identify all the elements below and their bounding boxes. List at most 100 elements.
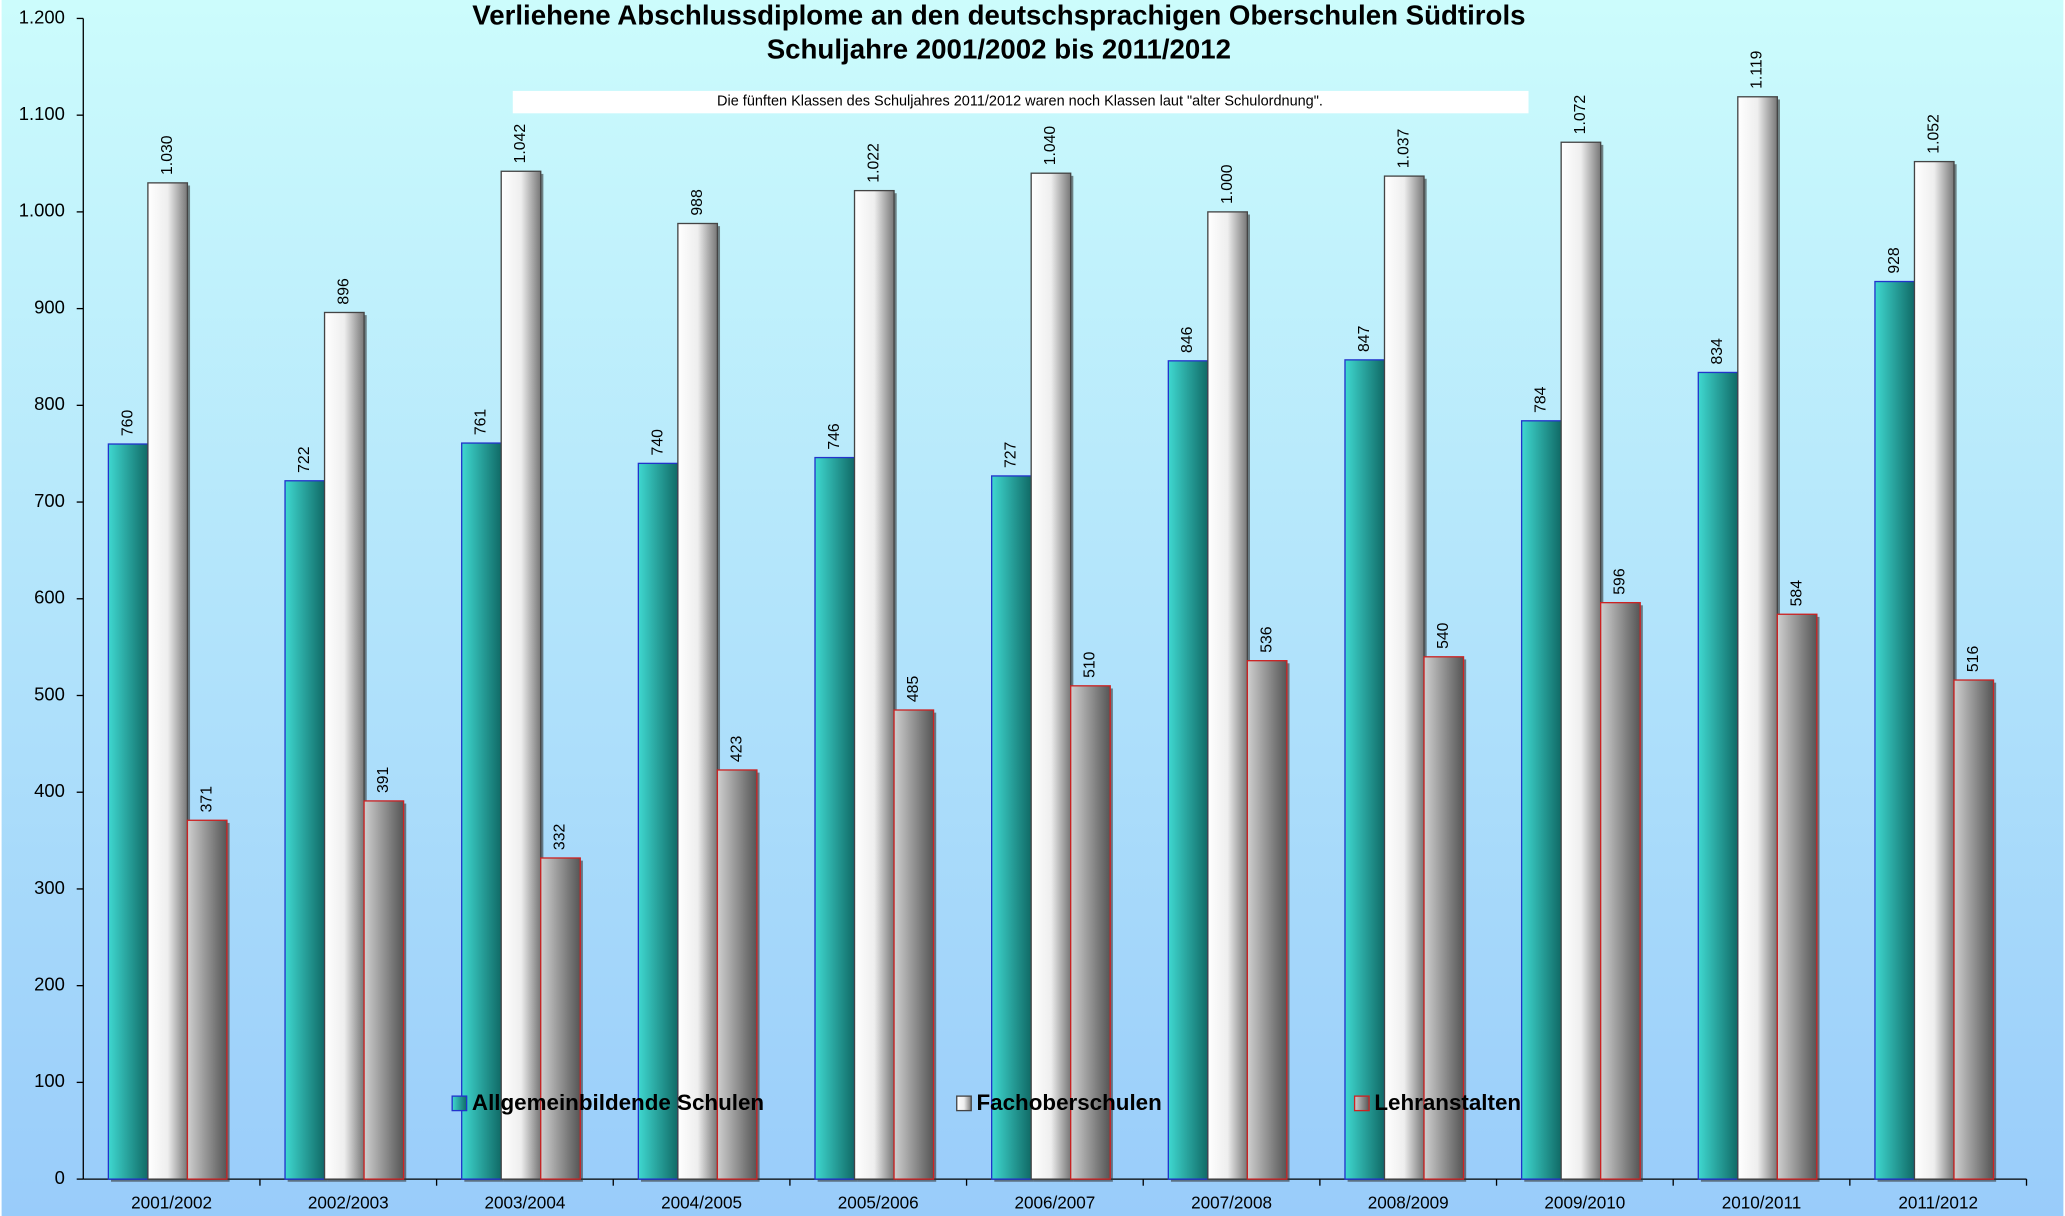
bar	[1520, 420, 1562, 1180]
value-label: 847	[1356, 326, 1373, 352]
bar	[853, 189, 895, 1180]
x-tick-label: 2005/2006	[838, 1194, 919, 1213]
value-label: 1.037	[1395, 129, 1412, 169]
value-label: 988	[689, 189, 706, 216]
value-label: 584	[1788, 580, 1805, 607]
x-tick-label: 2001/2002	[131, 1194, 212, 1213]
bar	[1560, 141, 1602, 1180]
value-label: 371	[198, 786, 215, 813]
bar	[1167, 360, 1209, 1180]
value-label: 761	[473, 409, 490, 436]
bar	[716, 769, 758, 1180]
bar	[893, 709, 935, 1180]
legend-label: Lehranstalten	[1374, 1090, 1521, 1115]
value-label: 760	[119, 410, 136, 437]
legend-swatch	[451, 1095, 468, 1112]
x-tick-label: 2007/2008	[1191, 1194, 1272, 1213]
bar	[363, 800, 405, 1180]
annotation-box	[512, 90, 1529, 114]
x-tick-label: 2008/2009	[1368, 1194, 1449, 1213]
y-tick-label: 100	[34, 1070, 65, 1091]
value-label: 596	[1612, 568, 1629, 595]
annotation: Die fünften Klassen des Schuljahres 2011…	[717, 93, 1323, 109]
value-label: 516	[1965, 646, 1982, 673]
value-label: 423	[728, 736, 745, 763]
bar	[186, 819, 228, 1180]
value-label: 1.072	[1572, 95, 1589, 135]
legend-swatch	[1353, 1095, 1370, 1112]
bar	[637, 462, 679, 1180]
y-tick-label: 500	[34, 683, 65, 704]
value-label: 1.030	[159, 135, 176, 175]
y-tick-label: 1.100	[19, 103, 65, 124]
y-tick-label: 1.000	[19, 200, 65, 221]
x-tick-label: 2011/2012	[1898, 1194, 1978, 1213]
y-tick-label: 200	[34, 974, 65, 995]
y-tick-label: 0	[55, 1167, 65, 1188]
bar	[677, 222, 719, 1180]
value-label: 846	[1179, 326, 1196, 353]
y-tick-label: 1.200	[19, 6, 65, 27]
x-tick-label: 2003/2004	[484, 1194, 565, 1213]
y-tick-label: 900	[34, 296, 65, 317]
bar	[1600, 601, 1641, 1180]
bar	[1776, 613, 1818, 1180]
value-label: 510	[1082, 651, 1099, 678]
bar	[1953, 679, 1995, 1180]
x-tick-label: 2009/2010	[1544, 1194, 1625, 1213]
bar	[284, 480, 326, 1180]
bar	[1874, 280, 1916, 1180]
value-label: 746	[826, 423, 843, 450]
bar	[1246, 660, 1288, 1180]
bar	[1344, 359, 1386, 1180]
value-label: 834	[1709, 338, 1726, 365]
bar	[147, 182, 189, 1180]
bar	[1207, 211, 1249, 1180]
bar	[814, 456, 856, 1180]
legend-label: Allgemeinbildende Schulen	[472, 1090, 764, 1115]
bar	[461, 442, 502, 1180]
bar	[540, 857, 581, 1180]
chart-subtitle: Schuljahre 2001/2002 bis 2011/2012	[767, 34, 1231, 65]
value-label: 485	[905, 676, 922, 703]
x-tick-label: 2002/2003	[308, 1194, 389, 1213]
bar	[107, 443, 149, 1180]
value-label: 536	[1258, 626, 1275, 653]
value-label: 784	[1533, 386, 1550, 413]
x-tick-label: 2006/2007	[1014, 1194, 1095, 1213]
y-tick-label: 300	[34, 877, 65, 898]
y-tick-label: 600	[34, 587, 65, 608]
legend-label: Fachoberschulen	[977, 1090, 1162, 1115]
legend-swatch	[956, 1095, 972, 1112]
value-label: 896	[335, 278, 352, 305]
value-label: 332	[552, 824, 569, 850]
value-label: 1.119	[1749, 50, 1766, 89]
value-label: 391	[375, 766, 392, 793]
x-tick-label: 2004/2005	[661, 1194, 742, 1213]
bar	[1697, 371, 1739, 1180]
value-label: 928	[1886, 247, 1903, 274]
y-tick-label: 800	[34, 393, 65, 414]
bar	[500, 170, 542, 1180]
value-label: 740	[649, 429, 666, 456]
value-label: 1.042	[512, 124, 529, 164]
bar	[991, 475, 1032, 1180]
value-label: 727	[1003, 442, 1020, 468]
value-label: 1.000	[1219, 164, 1236, 204]
value-label: 1.022	[865, 143, 882, 183]
bar	[1070, 685, 1111, 1180]
y-tick-label: 700	[34, 490, 65, 511]
bar	[323, 311, 365, 1180]
x-tick-label: 2010/2011	[1722, 1194, 1802, 1213]
y-tick-label: 400	[34, 780, 65, 801]
bar	[1913, 160, 1955, 1180]
bar	[1423, 656, 1465, 1180]
bar	[1737, 96, 1778, 1180]
bar	[1030, 172, 1072, 1180]
value-label: 1.040	[1042, 126, 1059, 166]
value-label: 722	[296, 447, 313, 473]
value-label: 1.052	[1925, 114, 1942, 154]
chart-title: Verliehene Abschlussdiplome an den deuts…	[472, 0, 1525, 30]
